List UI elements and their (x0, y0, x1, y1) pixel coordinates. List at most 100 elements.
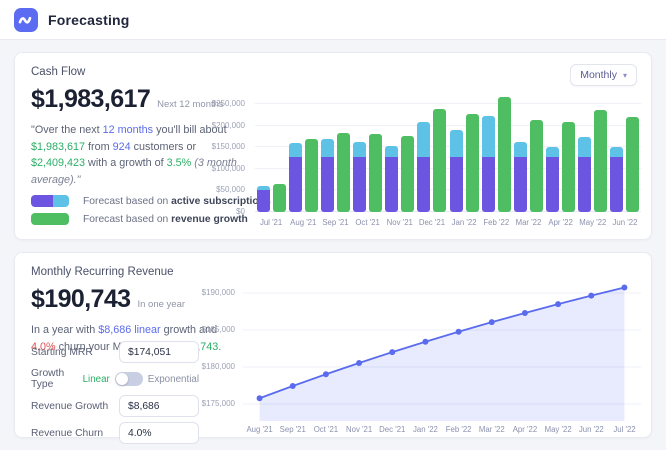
subscriptions-bar (546, 146, 560, 212)
line-chart-x-tick: Sep '21 (279, 425, 306, 434)
subscriptions-bar-base (449, 156, 463, 212)
subscriptions-bar (256, 186, 270, 212)
growth-type-toggle-group: Linear Exponential (83, 372, 199, 386)
bar-chart-x-tick: Jan '22 (451, 217, 477, 227)
chevron-down-icon: ▾ (622, 70, 627, 80)
subscriptions-bar (449, 129, 463, 212)
bar-group (512, 86, 544, 212)
cash-flow-text-segment: (3 month average)." (31, 157, 237, 187)
bar-group (577, 86, 609, 212)
bar-chart-x-tick: Dec '21 (418, 217, 446, 227)
data-point (256, 395, 263, 402)
line-chart-x-tick: Jul '22 (613, 425, 636, 434)
wave-logo-icon (18, 16, 32, 24)
revenue-churn-field[interactable] (119, 422, 199, 444)
bar-chart-y-tick: $250,000 (211, 99, 245, 108)
cash-flow-text-segment: with a growth of (85, 157, 167, 170)
subscriptions-bar-base (385, 156, 399, 212)
form-row: Revenue Growth (31, 395, 199, 417)
bar-group (352, 86, 384, 212)
subscriptions-bar-upside (578, 137, 592, 157)
revenue-growth-bar (497, 96, 511, 212)
cash-flow-amount: $1,983,617 (31, 85, 151, 113)
cash-flow-text-segment: $1,983,617 (31, 140, 86, 153)
subscriptions-bar (320, 138, 334, 212)
subscriptions-bar (288, 143, 302, 212)
cash-flow-text-segment: customers or (130, 140, 197, 153)
bar-chart-x-tick: May '22 (579, 217, 607, 227)
bar-group (609, 86, 641, 212)
data-point (289, 383, 296, 390)
subscriptions-bar-base (288, 156, 302, 212)
form-label: Growth Type (31, 368, 65, 390)
legend-label: Forecast based on revenue growth (83, 213, 248, 225)
mrr-form: Starting MRR Growth Type Linear Exponential… (31, 341, 199, 449)
form-row: Revenue Churn (31, 422, 199, 444)
subscriptions-bar-upside (385, 146, 399, 157)
line-chart-x-tick: Apr '22 (512, 425, 538, 434)
subscriptions-bar-upside (320, 138, 334, 157)
legend-item: Forecast based on revenue growth (31, 213, 271, 225)
period-selector[interactable]: Monthly ▾ (570, 64, 637, 86)
main-content: Cash Flow $1,983,617 Next 12 months "Ove… (0, 40, 666, 450)
legend-label: Forecast based on active subscriptions (83, 195, 271, 207)
cash-flow-text-segment: you'll bill about (153, 124, 227, 136)
starting-mrr-field[interactable] (119, 341, 199, 363)
app-logo[interactable] (14, 7, 38, 32)
data-point (521, 309, 528, 316)
line-chart-x-tick: Jan '22 (412, 425, 438, 434)
mrr-line-chart: $190,000 $185,000 $180,000 $175,000 Aug '21 S… (191, 271, 641, 435)
subscriptions-bar (513, 142, 527, 212)
cash-flow-text-segment: "Over the next (31, 124, 103, 136)
mrr-area-fill (259, 287, 625, 421)
subscriptions-bar (481, 116, 495, 212)
data-point (488, 319, 495, 326)
revenue-growth-bar (465, 114, 479, 212)
bar-group (448, 86, 480, 212)
cash-flow-text-segment: 924 (112, 140, 131, 153)
legend-swatch-icon (31, 195, 69, 207)
growth-type-toggle[interactable] (114, 372, 143, 386)
gridline (255, 124, 641, 126)
bar-chart-x-tick: Jul '21 (259, 217, 283, 227)
line-chart-x-tick: Mar '22 (478, 425, 505, 434)
subscriptions-bar-upside (288, 143, 302, 157)
subscriptions-bar-base (417, 156, 431, 212)
bar-chart-y-tick: $100,000 (211, 163, 245, 173)
revenue-growth-bar (336, 132, 350, 212)
revenue-growth-bar (401, 136, 415, 212)
page-title: Forecasting (48, 11, 130, 28)
bar-group (384, 86, 416, 212)
mrr-card: Monthly Recurring Revenue $190,743 In on… (14, 252, 652, 444)
toggle-option-linear[interactable]: Linear (82, 373, 110, 385)
form-row: Starting MRR (31, 341, 199, 363)
cash-flow-summary: "Over the next 12 months you'll bill abo… (31, 122, 243, 189)
form-label: Revenue Growth (31, 400, 109, 412)
toggle-option-exponential[interactable]: Exponential (147, 373, 199, 385)
bar-group (255, 86, 287, 212)
mrr-text-segment: In a year with (31, 324, 99, 336)
subscriptions-bar-upside (417, 122, 431, 157)
bar-group (319, 86, 351, 212)
bar-group (416, 86, 448, 212)
gridline (255, 103, 641, 104)
revenue-growth-bar (626, 117, 640, 212)
line-chart-x-tick: Aug '21 (246, 425, 273, 434)
bar-chart-x-tick: Aug '21 (290, 217, 317, 227)
revenue-growth-bar (272, 184, 286, 212)
line-chart-x-tick: May '22 (544, 425, 572, 434)
mrr-text-segment: $8,686 linear (98, 324, 161, 336)
toggle-knob (115, 373, 128, 385)
gridline (255, 211, 641, 212)
revenue-growth-field[interactable] (119, 395, 199, 417)
bar-chart-x-tick: Oct '21 (355, 217, 380, 227)
revenue-growth-bar (369, 133, 383, 212)
subscriptions-bar-upside (353, 142, 367, 157)
subscriptions-bar (385, 146, 399, 212)
mrr-text-segment: 4.0% (31, 340, 56, 353)
subscriptions-bar-base (578, 156, 592, 212)
cash-flow-amount-caption: Next 12 months (157, 99, 224, 110)
revenue-growth-bar (433, 108, 447, 212)
data-point (555, 301, 562, 308)
bar-group (545, 86, 577, 212)
